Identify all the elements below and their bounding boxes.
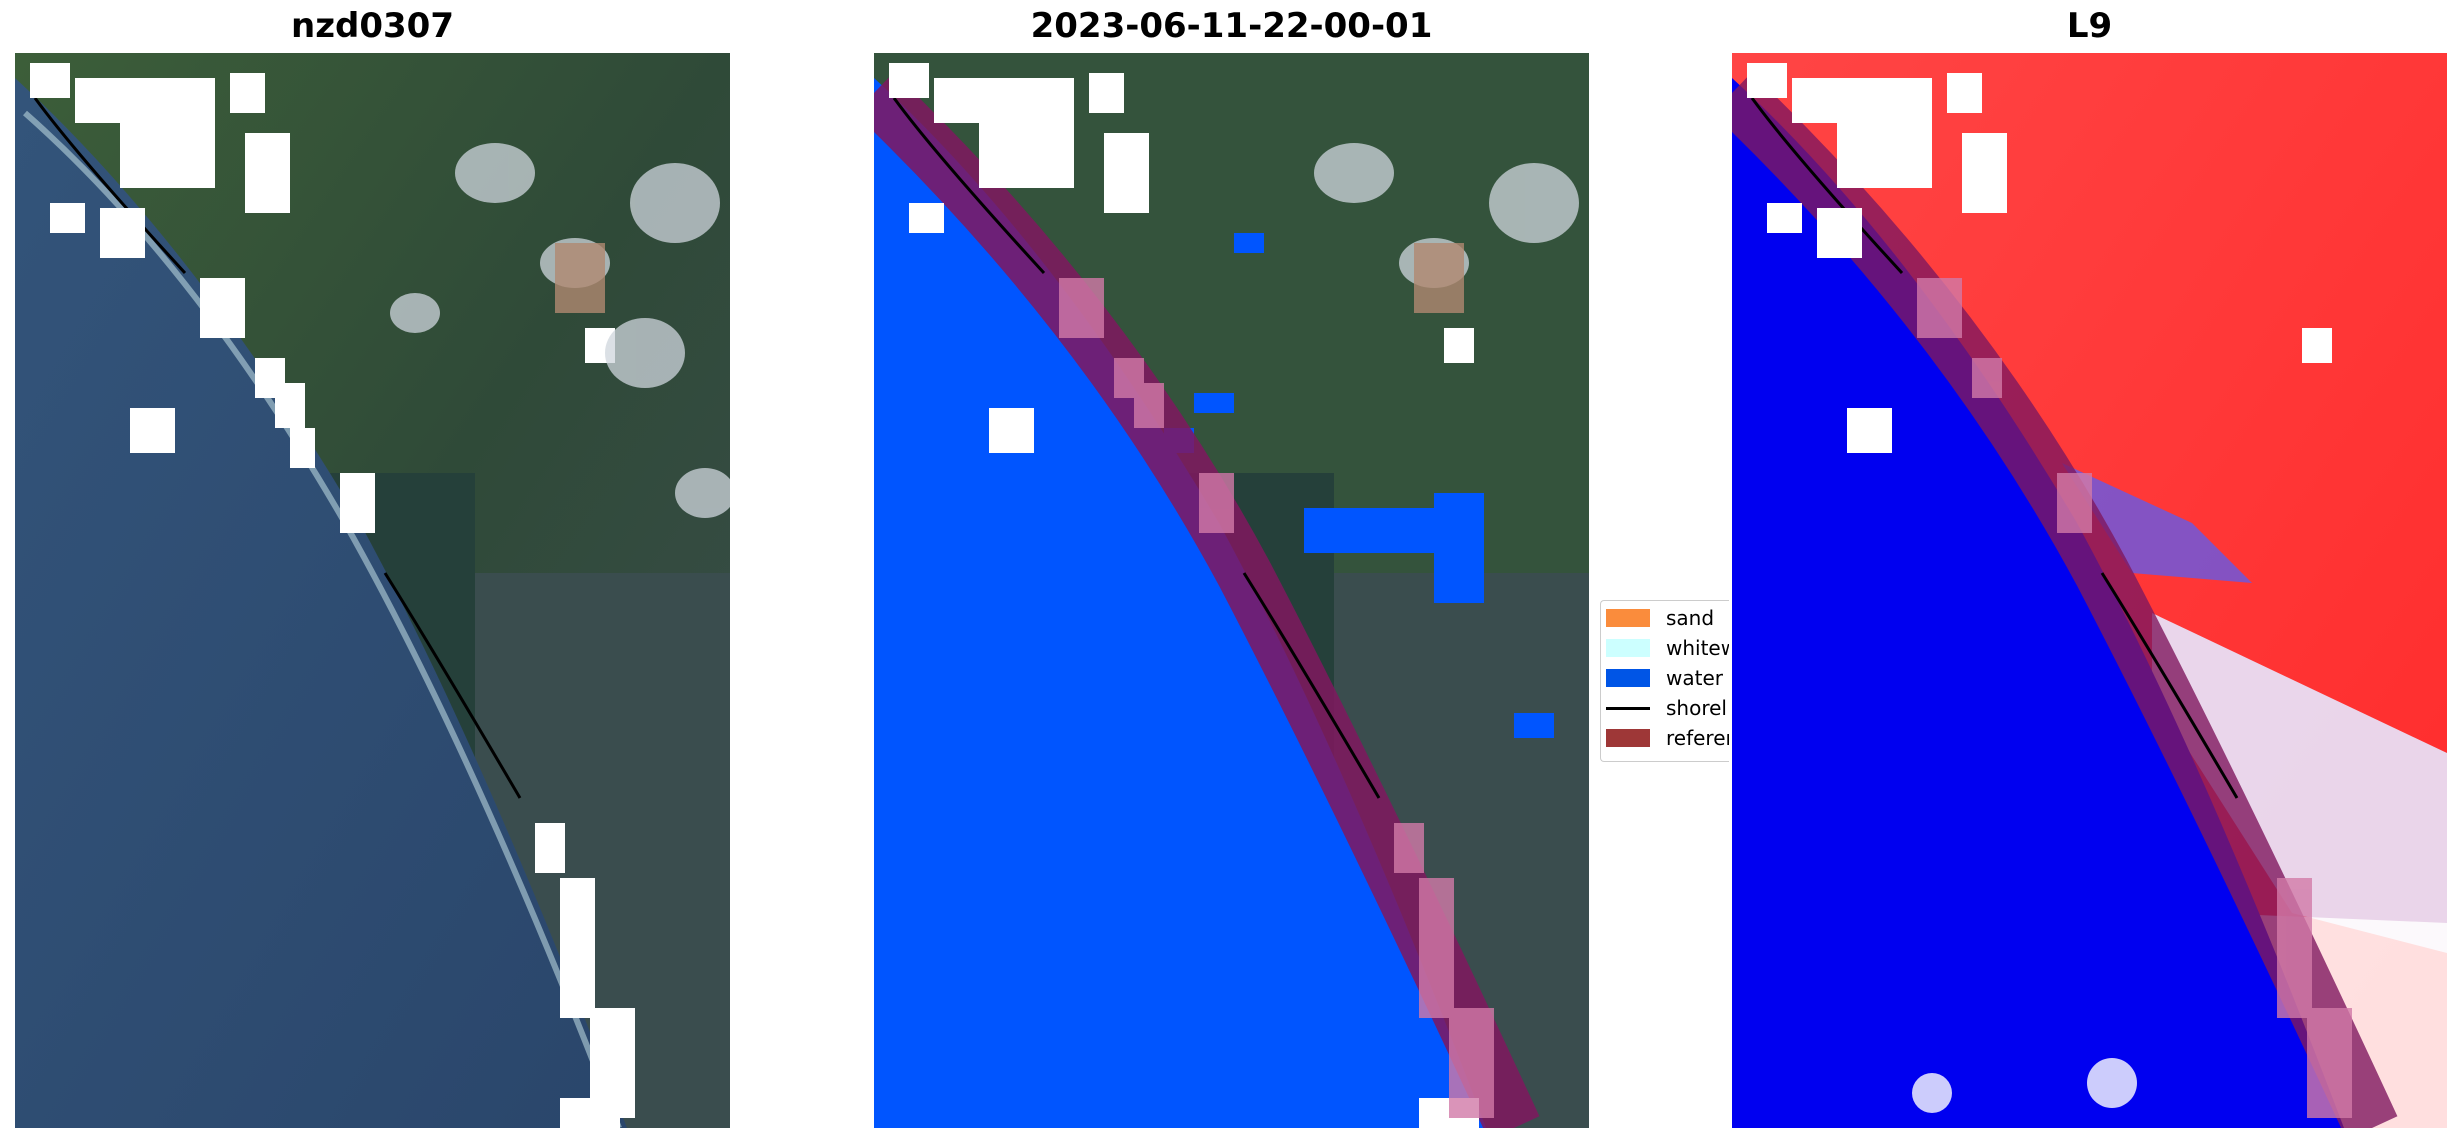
shoreline	[892, 97, 1046, 275]
rgb-image	[15, 53, 730, 1128]
legend-item-water: water	[1606, 666, 1723, 690]
legend-item-shoreline: shorel	[1606, 696, 1727, 720]
legend-swatch-water	[1606, 669, 1650, 687]
rgb-image-panel	[15, 53, 730, 1128]
shoreline	[1750, 97, 1904, 275]
legend-label: sand	[1666, 606, 1715, 630]
index-image	[1732, 53, 2447, 1128]
water-class	[874, 78, 1486, 1128]
legend-line-shoreline	[1606, 706, 1650, 710]
panel-title-classified: 2023-06-11-22-00-01	[1030, 6, 1433, 46]
water-index	[1732, 78, 2344, 1128]
legend-item-sand: sand	[1606, 606, 1714, 630]
sea-area	[15, 78, 627, 1128]
cloud-mask	[30, 63, 635, 1128]
legend-item-reference: referen	[1606, 726, 1729, 750]
cloud-mask	[889, 63, 1479, 1128]
legend-label: shorel	[1666, 696, 1727, 720]
panel-title-index: L9	[2066, 6, 2113, 46]
index-image-panel	[1732, 53, 2447, 1128]
classified-image	[874, 53, 1589, 1128]
legend-swatch-reference	[1606, 729, 1650, 747]
panel-title-rgb: nzd0307	[291, 6, 454, 46]
legend-label: water	[1666, 666, 1723, 690]
cloud-mask	[1747, 63, 2332, 453]
legend-label: referen	[1666, 726, 1729, 750]
shoreline	[33, 97, 187, 275]
classified-image-panel	[874, 53, 1589, 1128]
legend-swatch-sand	[1606, 609, 1650, 627]
legend-swatch-whitewater	[1606, 639, 1650, 657]
